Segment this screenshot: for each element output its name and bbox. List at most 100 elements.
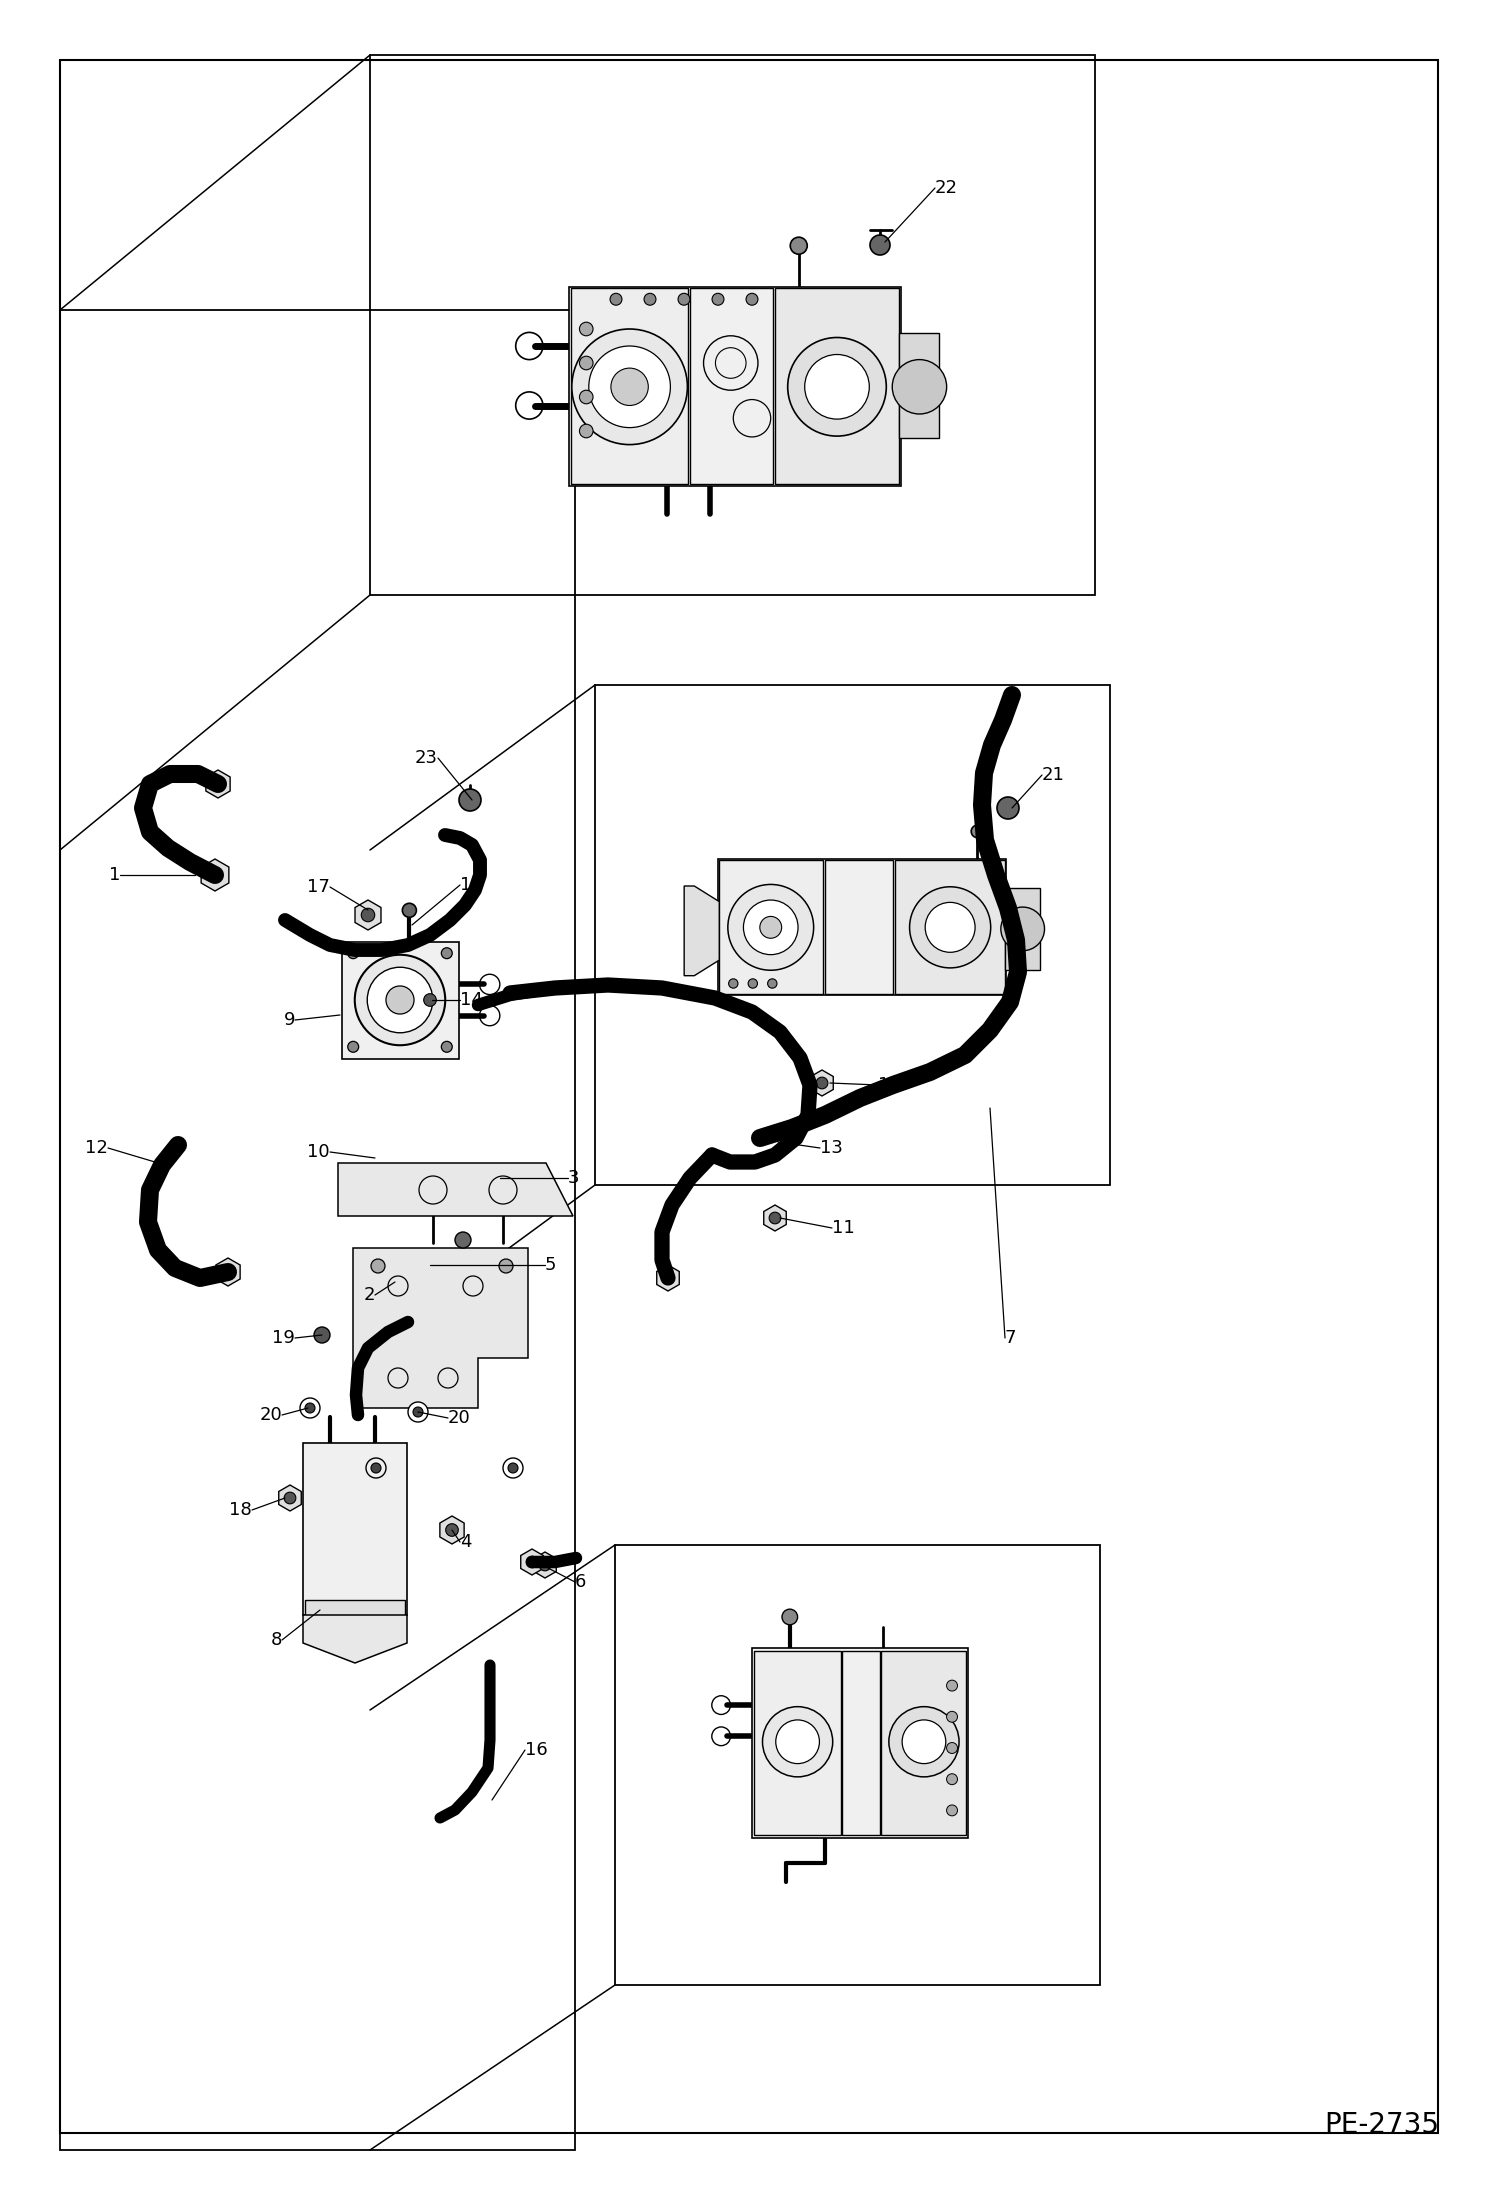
Circle shape: [816, 1077, 828, 1090]
Circle shape: [499, 1259, 512, 1272]
Circle shape: [947, 1774, 957, 1785]
Circle shape: [748, 978, 758, 989]
Circle shape: [403, 904, 416, 917]
Polygon shape: [303, 1443, 407, 1614]
Circle shape: [455, 1232, 470, 1248]
Circle shape: [971, 825, 984, 838]
Text: 10: 10: [307, 1143, 330, 1160]
Text: 13: 13: [819, 1138, 843, 1158]
Circle shape: [746, 294, 758, 305]
Text: 7: 7: [1005, 1329, 1017, 1347]
Circle shape: [893, 360, 947, 414]
Circle shape: [728, 884, 813, 969]
Circle shape: [315, 1327, 330, 1342]
Polygon shape: [418, 987, 442, 1013]
Circle shape: [743, 899, 798, 954]
Circle shape: [355, 954, 445, 1046]
Circle shape: [589, 346, 671, 428]
Text: 21: 21: [1043, 765, 1065, 785]
Circle shape: [372, 1259, 385, 1272]
Text: 12: 12: [85, 1138, 108, 1158]
Circle shape: [526, 1557, 538, 1568]
Circle shape: [348, 947, 358, 958]
Text: 17: 17: [307, 877, 330, 897]
Polygon shape: [440, 1515, 464, 1544]
Text: 16: 16: [524, 1741, 548, 1759]
Polygon shape: [306, 1601, 404, 1629]
Polygon shape: [842, 1651, 879, 1836]
Circle shape: [804, 355, 869, 419]
Circle shape: [728, 978, 739, 989]
Polygon shape: [719, 860, 822, 993]
Circle shape: [424, 993, 436, 1007]
Polygon shape: [685, 886, 719, 976]
Circle shape: [762, 1706, 833, 1776]
Text: 19: 19: [273, 1329, 295, 1347]
Polygon shape: [810, 1070, 833, 1096]
Circle shape: [580, 423, 593, 439]
Text: 15: 15: [460, 875, 482, 895]
Circle shape: [788, 338, 887, 436]
Circle shape: [508, 1463, 518, 1474]
Circle shape: [211, 779, 225, 789]
Circle shape: [580, 322, 593, 336]
Text: 14: 14: [460, 991, 482, 1009]
Circle shape: [372, 1463, 380, 1474]
Polygon shape: [571, 287, 688, 485]
Text: 1: 1: [109, 866, 120, 884]
Text: 2: 2: [364, 1285, 374, 1305]
Circle shape: [947, 1805, 957, 1816]
Polygon shape: [824, 860, 893, 993]
Text: 20: 20: [448, 1408, 470, 1428]
Polygon shape: [533, 1553, 556, 1579]
Circle shape: [1001, 908, 1044, 952]
Text: 18: 18: [229, 1500, 252, 1520]
Polygon shape: [656, 1265, 679, 1292]
Circle shape: [610, 294, 622, 305]
Circle shape: [611, 368, 649, 406]
Circle shape: [413, 1408, 422, 1417]
Polygon shape: [216, 1259, 240, 1285]
Text: 20: 20: [259, 1406, 282, 1423]
Circle shape: [442, 1042, 452, 1053]
Polygon shape: [753, 1651, 840, 1836]
Polygon shape: [774, 287, 899, 485]
Text: 23: 23: [415, 750, 437, 768]
Circle shape: [348, 1042, 358, 1053]
Text: 22: 22: [935, 180, 959, 197]
Circle shape: [662, 1272, 674, 1283]
Circle shape: [446, 1524, 458, 1537]
Circle shape: [442, 947, 452, 958]
Polygon shape: [354, 1248, 527, 1408]
Polygon shape: [342, 941, 458, 1059]
Circle shape: [902, 1719, 945, 1763]
Circle shape: [767, 978, 777, 989]
Circle shape: [580, 355, 593, 371]
Circle shape: [300, 1397, 321, 1419]
Circle shape: [386, 987, 413, 1013]
Circle shape: [768, 1213, 780, 1224]
Circle shape: [947, 1711, 957, 1722]
Text: 5: 5: [545, 1257, 556, 1274]
Circle shape: [572, 329, 688, 445]
Circle shape: [712, 294, 724, 305]
Circle shape: [759, 917, 782, 939]
Text: 8: 8: [271, 1632, 282, 1649]
Polygon shape: [881, 1651, 966, 1836]
Polygon shape: [691, 287, 773, 485]
Circle shape: [679, 294, 691, 305]
Circle shape: [776, 1719, 819, 1763]
Circle shape: [306, 1404, 315, 1412]
Polygon shape: [201, 860, 229, 890]
Circle shape: [407, 1401, 428, 1421]
Circle shape: [644, 294, 656, 305]
Polygon shape: [899, 333, 939, 439]
Text: 3: 3: [568, 1169, 580, 1186]
Polygon shape: [1005, 888, 1040, 969]
Circle shape: [926, 901, 975, 952]
Text: 11: 11: [831, 1219, 855, 1237]
Circle shape: [222, 1265, 234, 1279]
Circle shape: [285, 1491, 295, 1504]
Circle shape: [361, 908, 374, 921]
Polygon shape: [764, 1204, 786, 1230]
